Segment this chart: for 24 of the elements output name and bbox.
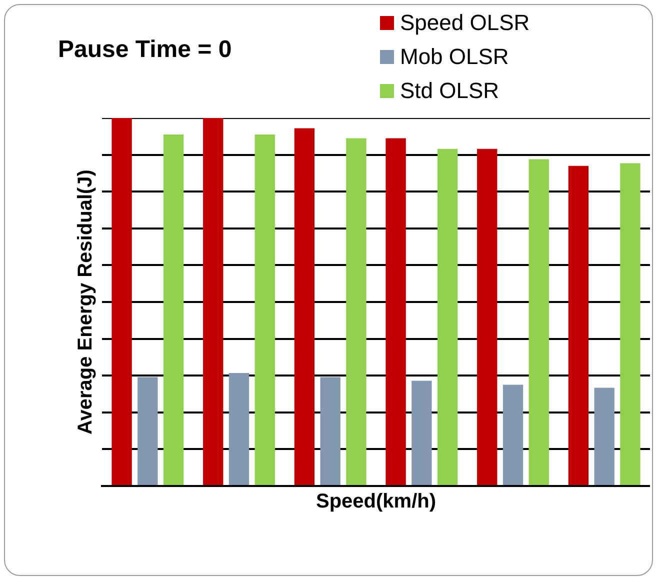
bar xyxy=(138,377,158,485)
bar xyxy=(502,384,524,485)
bar xyxy=(386,138,406,485)
bar xyxy=(320,377,340,485)
legend-label: Std OLSR xyxy=(400,78,500,104)
y-axis-title: Average Energy Residual(J) xyxy=(74,170,97,434)
chart-title: Pause Time = 0 xyxy=(58,36,232,64)
bar xyxy=(112,118,132,485)
bar xyxy=(437,148,458,485)
legend-label: Mob OLSR xyxy=(400,44,509,70)
bar xyxy=(477,148,498,485)
bar xyxy=(254,134,275,485)
bar xyxy=(163,134,184,485)
bar xyxy=(203,118,224,485)
bar xyxy=(528,159,549,485)
legend-label: Speed OLSR xyxy=(400,10,530,36)
bar xyxy=(412,380,432,485)
bar xyxy=(594,388,614,485)
bar xyxy=(228,373,250,485)
bar xyxy=(346,138,366,485)
bar xyxy=(294,128,315,485)
bar xyxy=(620,163,640,485)
bar xyxy=(568,166,589,485)
x-axis-title: Speed(km/h) xyxy=(316,490,436,513)
